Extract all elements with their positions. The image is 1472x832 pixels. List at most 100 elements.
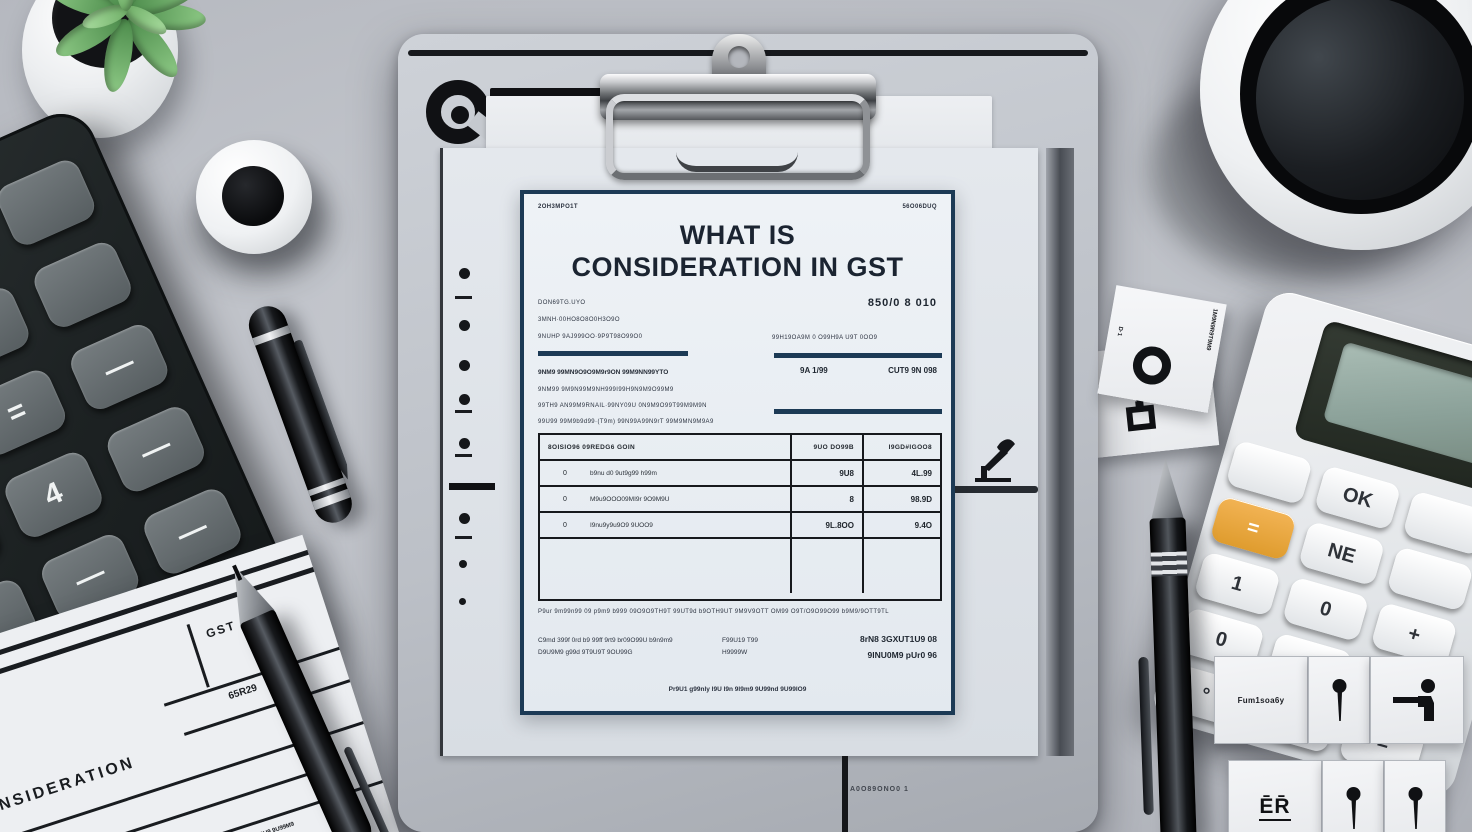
doc-footer-center: Pr9U1 g99nly l9U l9n 9l9m9 9U99nd 9U99lO…	[668, 686, 807, 693]
table-cell-desc: M9u9OOO09MI9r 9O9M9U	[590, 495, 670, 503]
calc-key	[1225, 439, 1314, 506]
calc-key-minus: —	[66, 319, 173, 415]
er-glyph-icon: ĒR̄	[1259, 795, 1291, 821]
binder-dot	[459, 394, 470, 405]
pin-icon	[1332, 679, 1346, 721]
espresso-cup	[196, 140, 312, 254]
icon-card-pin	[1308, 656, 1370, 744]
doc-value-left: 9A 1/99	[800, 366, 828, 375]
pen-clip	[1138, 656, 1154, 816]
form-bottom-text: 99U9 9U99M9	[256, 821, 296, 832]
doc-corner-text-left: 2OH3MPO1T	[538, 204, 578, 210]
clipboard-logo-dot	[451, 106, 469, 124]
table-header-description: 8OISIO96 09REDG6 GOIN	[540, 435, 792, 459]
doc-signoff-right: 8rN8 3GXUT1U9 08 9lNU0M9 pUr0 96	[860, 631, 937, 663]
espresso-coffee	[222, 166, 284, 226]
doc-detail-line: 99U99 99M9b9d99·(T9m) 99N99A99N9rT 99M9M…	[538, 419, 714, 425]
doc-signoff-left: C9md 399f 0rd b9 99ff 9rt9 br09O99U b9n9…	[538, 635, 673, 660]
binder-dot	[459, 598, 466, 605]
icon-card-pin	[1384, 760, 1446, 832]
doc-signoff-left-line1: C9md 399f 0rd b9 99ff 9rt9 br09O99U b9n9…	[538, 637, 673, 644]
doc-detail-line: 9NM99 9M9N99M9NH999I99H9N9M9O99M9	[538, 387, 674, 393]
table-cell-empty	[540, 539, 792, 593]
doc-signoff-left-line2: D9U9M9 g99d 9T9U9T 9OU99G	[538, 649, 633, 657]
table-cell-num: 0	[563, 469, 567, 477]
table-header-row: 8OISIO96 09REDG6 GOIN 9UO DO99B I9GD#IGO…	[540, 435, 940, 461]
pen-tip-cone	[1147, 457, 1185, 520]
table-cell-description: 0 M9u9OOO09MI9r 9O9M9U	[540, 487, 792, 511]
person-icon	[1393, 679, 1435, 721]
calc-key-0: 0	[1281, 576, 1370, 643]
doc-meta-line: DON69TG.UYO	[538, 300, 586, 306]
table-cell-qty: 9U8	[792, 461, 864, 485]
pen-silver-bands	[1150, 551, 1188, 577]
binder-dash	[455, 410, 472, 413]
pen-nib-tip	[232, 564, 243, 581]
doc-signoff-mid-line1: F99U19 T99	[722, 637, 759, 644]
desk-lamp-icon	[975, 439, 1015, 482]
doc-navy-rule	[774, 353, 942, 358]
doc-navy-rule	[774, 409, 942, 414]
binder-margin	[449, 258, 503, 628]
calc-key-4: 4	[0, 447, 107, 542]
binder-dot	[459, 560, 467, 568]
table-header-qty: 9UO DO99B	[792, 435, 864, 459]
icon-card-person	[1370, 656, 1464, 744]
table-row: 0 I9nu9y9u9O9 9UOO9 9L.8OO 9.4O	[540, 513, 940, 539]
sticky-note-top: 1M9N9R9T9M9 D·1	[1097, 285, 1227, 413]
clipboard-clip-lever	[676, 152, 798, 172]
clipboard-bottom-divider	[842, 756, 848, 832]
sheet-edge-shadow	[946, 486, 1038, 493]
calc-key-equals: =	[0, 365, 71, 460]
binder-bar	[449, 483, 495, 490]
doc-meta-line: 9NUHP 9AJ999OO·9P9T98O99O0	[538, 334, 643, 340]
black-rollerball-pen	[1121, 457, 1220, 832]
calc-key-minus: —	[0, 283, 34, 378]
table-cell-desc: I9nu9y9u9O9 9UOO9	[590, 521, 653, 529]
doc-signoff-right-line1: 8rN8 3GXUT1U9 08	[859, 634, 937, 644]
clipboard-hanger-hole	[728, 46, 750, 68]
consideration-word: CONSIDERATION	[0, 754, 138, 824]
gst-document: 2OH3MPO1T 56O06DUQ WHAT IS CONSIDERATION…	[520, 190, 955, 715]
calc-key	[0, 155, 100, 250]
doc-detail-line: 99TH9 AN99M9RNAIL·99NY09U 0N9M9O99T99M9M…	[538, 403, 707, 409]
clipboard-clip-wire	[606, 94, 870, 180]
binder-dot	[459, 360, 470, 371]
binder-dash	[455, 454, 472, 457]
calc-key-minus: —	[102, 402, 210, 497]
card-label: Fum1soa6y	[1237, 695, 1285, 705]
doc-right-section-label: 99H19OA9M 0 O99H9A U9T 0OO9	[772, 335, 878, 341]
binder-dash	[455, 296, 472, 299]
binder-dash	[455, 536, 472, 539]
table-cell-amount: 98.9D	[910, 494, 932, 504]
table-empty-row	[540, 539, 940, 593]
clipboard-right-edge	[1046, 148, 1074, 756]
table-row: 0 b9nu d0 9ut9g99 h99m 9U8 4L.99	[540, 461, 940, 487]
icon-card-text: Fum1soa6y	[1214, 656, 1308, 744]
doc-title: WHAT IS CONSIDERATION IN GST	[524, 220, 951, 284]
pin-icon	[1346, 787, 1360, 829]
doc-signoff-mid: F99U19 T99 H9999W	[722, 635, 758, 660]
doc-navy-rule	[538, 351, 688, 356]
doc-corner-text-right: 56O06DUQ	[902, 204, 937, 210]
table-cell-qty: 9L.8OO	[792, 513, 864, 537]
doc-title-line1: WHAT IS	[679, 220, 796, 250]
binder-dot	[459, 268, 470, 279]
icon-card-row-bottom: ĒR̄	[1228, 760, 1446, 832]
pin-icon	[1408, 787, 1422, 829]
table-cell-num: 0	[563, 495, 567, 503]
calculator-lcd-display	[1322, 341, 1472, 475]
doc-signoff-right-line2: 9lNU0M9 pUr0 96	[867, 650, 937, 661]
doc-reference-number: 850/0 8 010	[867, 297, 937, 309]
table-cell-amount: 4L.99	[911, 468, 932, 478]
icon-card-row-top: Fum1soa6y	[1214, 656, 1464, 744]
doc-meta-line: 3MNH·00HO8O8O0H3O9O	[538, 317, 620, 323]
note-vertical-text: 1M9N9R9T9M9	[1204, 308, 1218, 351]
calc-key-equals: =	[1209, 495, 1298, 562]
coffee-surface	[1256, 0, 1464, 200]
doc-title-line2: CONSIDERATION IN GST	[571, 251, 904, 282]
table-cell-desc: b9nu d0 9ut9g99 h99m	[590, 469, 657, 477]
desk-lamp-icon	[973, 434, 1017, 484]
calc-key-ne: NE	[1297, 520, 1386, 587]
